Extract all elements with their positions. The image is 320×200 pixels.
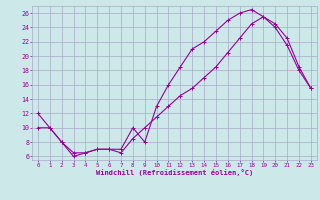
- X-axis label: Windchill (Refroidissement éolien,°C): Windchill (Refroidissement éolien,°C): [96, 169, 253, 176]
